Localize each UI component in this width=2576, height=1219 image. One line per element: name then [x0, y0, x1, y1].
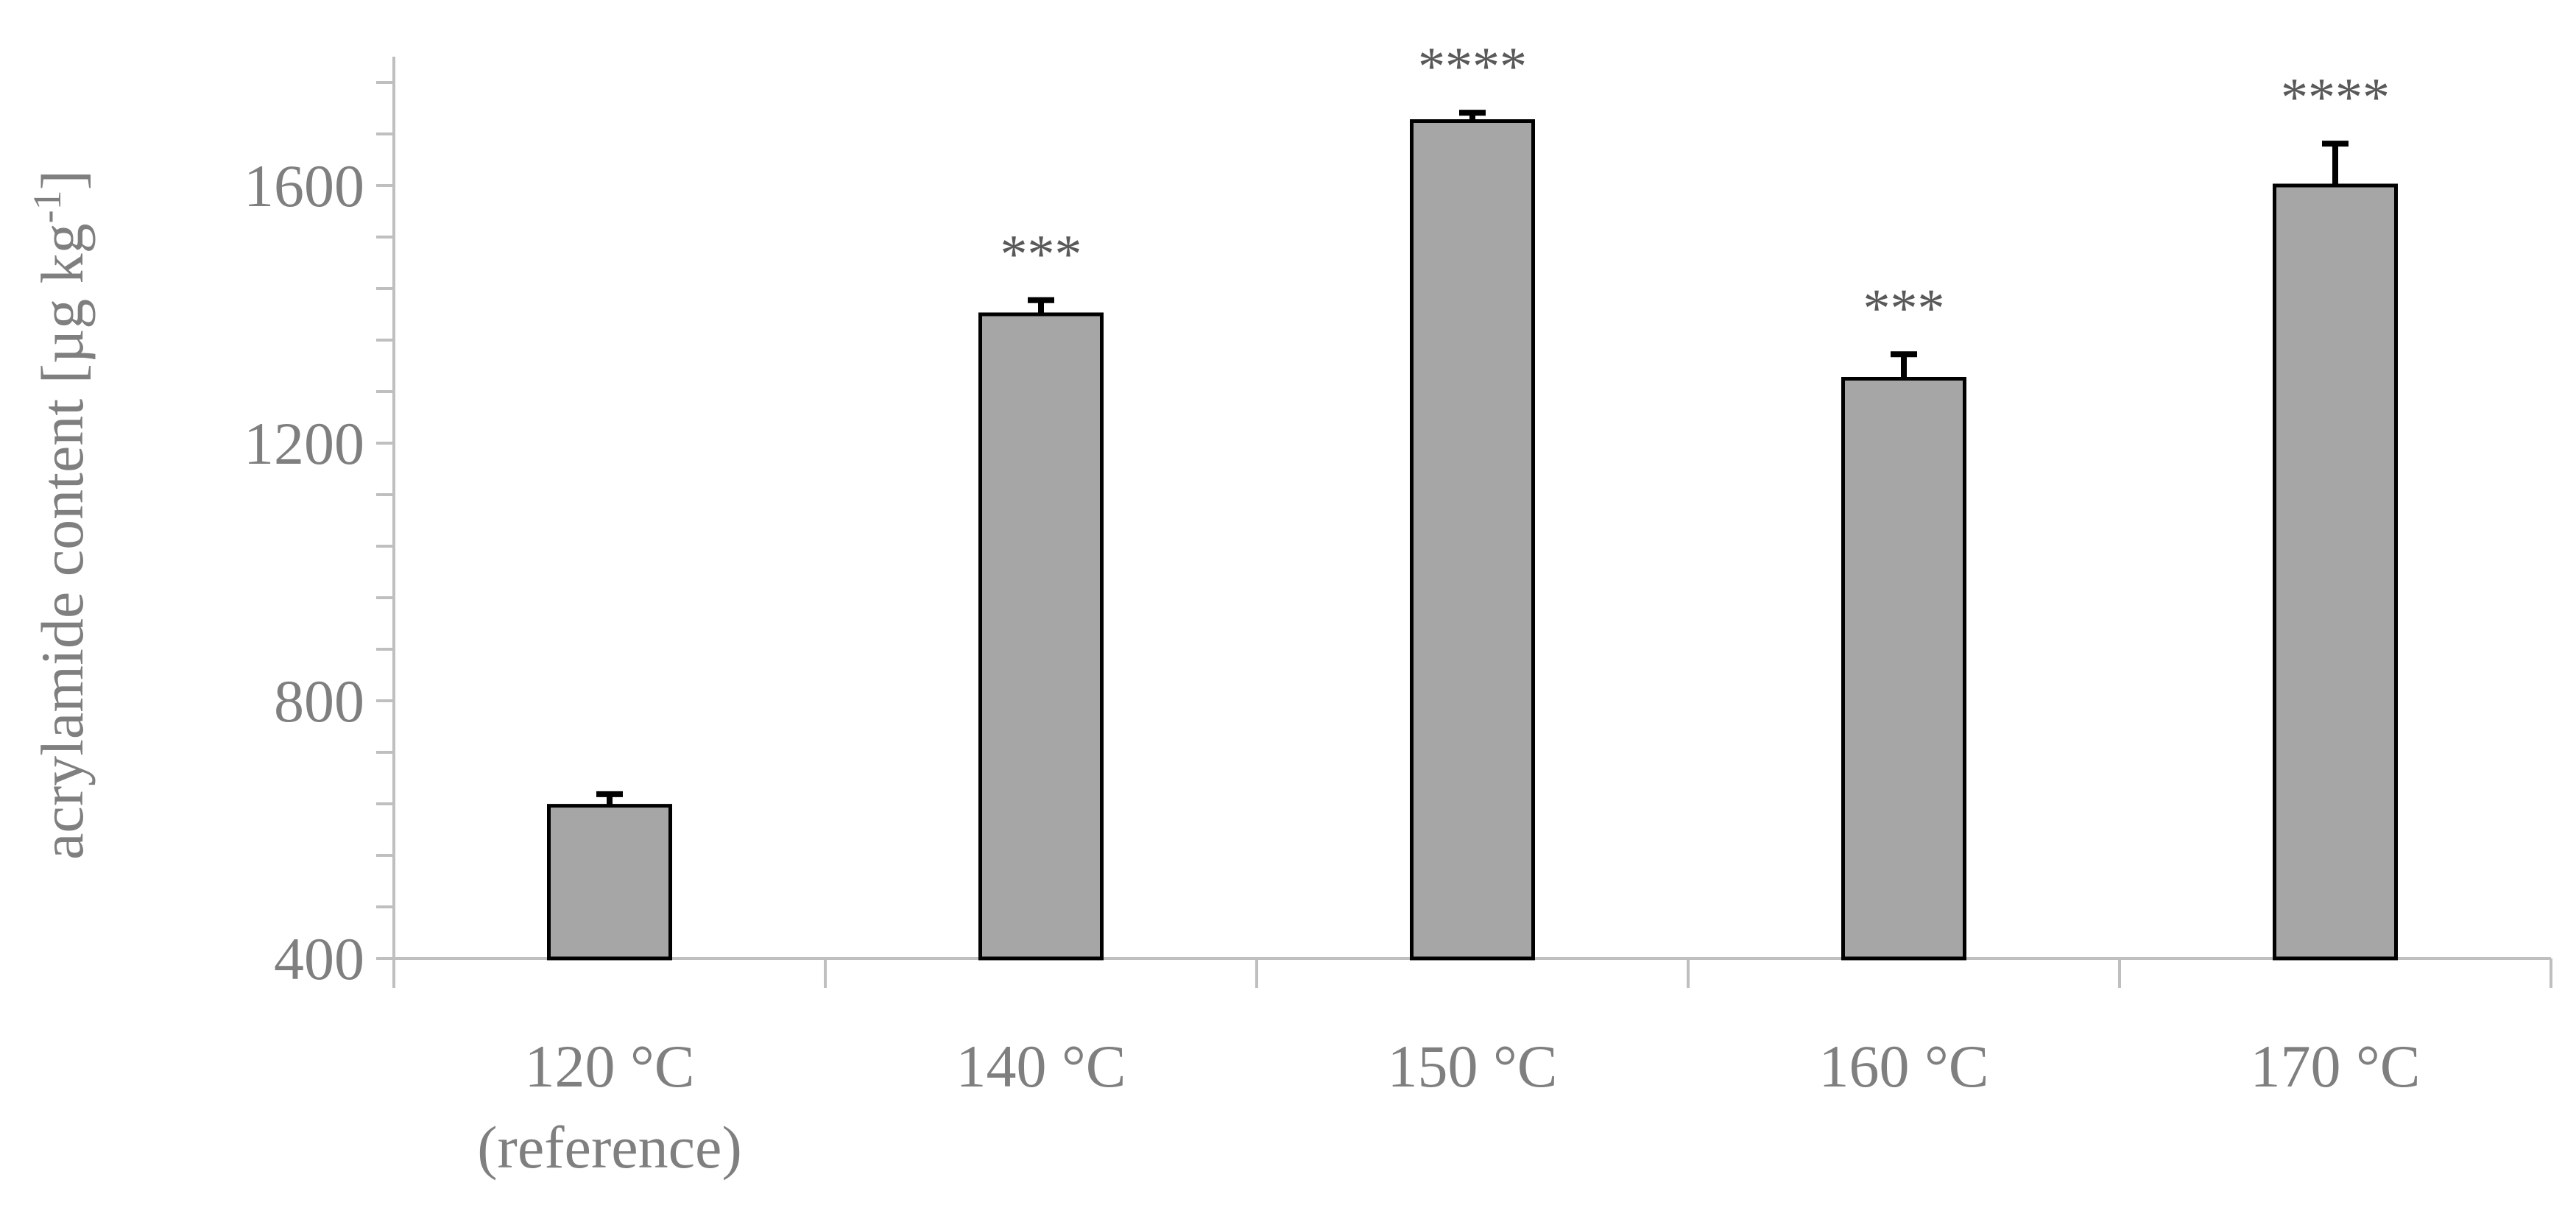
bar	[1841, 377, 1966, 961]
bar	[1410, 119, 1535, 961]
significance-marker: ****	[1418, 37, 1527, 97]
significance-marker: ****	[2281, 68, 2390, 128]
significance-marker: ***	[1863, 278, 1945, 339]
significance-marker: ***	[1001, 225, 1082, 285]
bar	[2273, 183, 2398, 961]
y-tick-label: 800	[274, 668, 364, 735]
y-axis-label-main: acrylamide content [µg kg	[29, 223, 96, 860]
x-category-label: 150 °C	[1388, 1033, 1558, 1100]
error-bars	[596, 110, 2349, 806]
x-category-label: 140 °C	[956, 1033, 1126, 1100]
x-category-label: 120 °C	[525, 1033, 695, 1100]
significance-markers: **************	[1001, 37, 2390, 339]
y-axis: 400 800 1200 1600	[244, 57, 395, 992]
y-tick-label: 1600	[244, 152, 364, 219]
bar	[978, 312, 1104, 961]
x-category-label: 160 °C	[1819, 1033, 1989, 1100]
x-axis: 120 °C (reference) 140 °C 150 °C 160 °C 170 °…	[392, 957, 2552, 1181]
x-category-label: 170 °C	[2251, 1033, 2421, 1100]
y-tick-label: 400	[274, 925, 364, 992]
y-axis-label-group: acrylamide content [µg kg-1]	[25, 170, 96, 860]
y-axis-label-end: ]	[29, 170, 96, 190]
bar	[547, 804, 672, 961]
x-category-label: (reference)	[477, 1114, 742, 1181]
y-axis-label: acrylamide content [µg kg-1]	[25, 170, 96, 860]
y-axis-label-superscript: -1	[25, 190, 69, 223]
bars	[547, 119, 2398, 961]
y-tick-label: 1200	[244, 410, 364, 477]
